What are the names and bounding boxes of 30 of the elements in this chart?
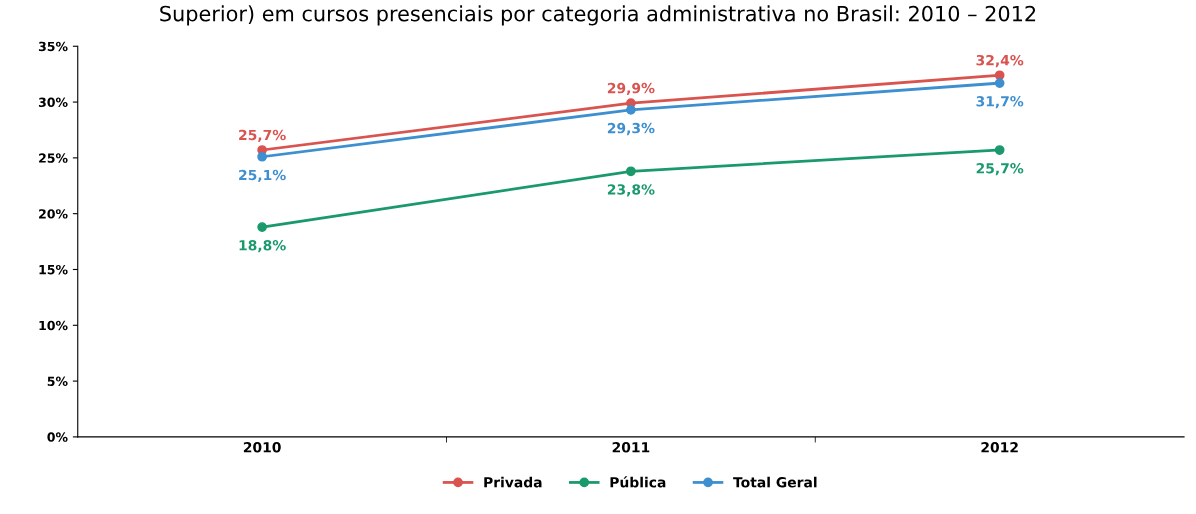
data-label: 25,1%	[239, 169, 286, 182]
legend-label: Total Geral	[733, 476, 817, 488]
data-label: 25,7%	[976, 163, 1024, 176]
y-tick-label: 0%	[47, 432, 68, 442]
point	[626, 166, 636, 177]
data-label: 18,8%	[239, 240, 286, 253]
point	[994, 78, 1005, 88]
y-tick-label: 25%	[39, 153, 68, 163]
point	[257, 151, 267, 162]
data-label: 25,7%	[239, 129, 286, 142]
data-label: 29,9%	[607, 82, 655, 96]
y-tick-label: 35%	[38, 41, 68, 52]
data-label: 32,4%	[976, 54, 1024, 68]
x-tick-label: 2010	[243, 442, 281, 453]
y-tick-label: 10%	[39, 320, 68, 331]
y-tick-label: 5%	[47, 376, 68, 387]
data-label: 23,8%	[607, 184, 655, 197]
data-label: 29,3%	[607, 122, 655, 136]
point	[626, 105, 636, 115]
point	[994, 145, 1005, 155]
data-label: 31,7%	[976, 96, 1024, 109]
x-tick-label: 2011	[612, 442, 650, 453]
x-tick-label: 2012	[981, 442, 1018, 453]
y-tick-label: 20%	[39, 209, 68, 219]
y-tick-label: 15%	[39, 264, 68, 275]
point	[257, 222, 267, 232]
legend-label: Pública	[610, 476, 666, 488]
chart-title: Superior) em cursos presenciais por categoria administrativa no Brasil: 2010 – 2012	[160, 5, 1036, 26]
y-tick-label: 30%	[38, 97, 68, 107]
legend-label: Privada	[484, 476, 542, 488]
